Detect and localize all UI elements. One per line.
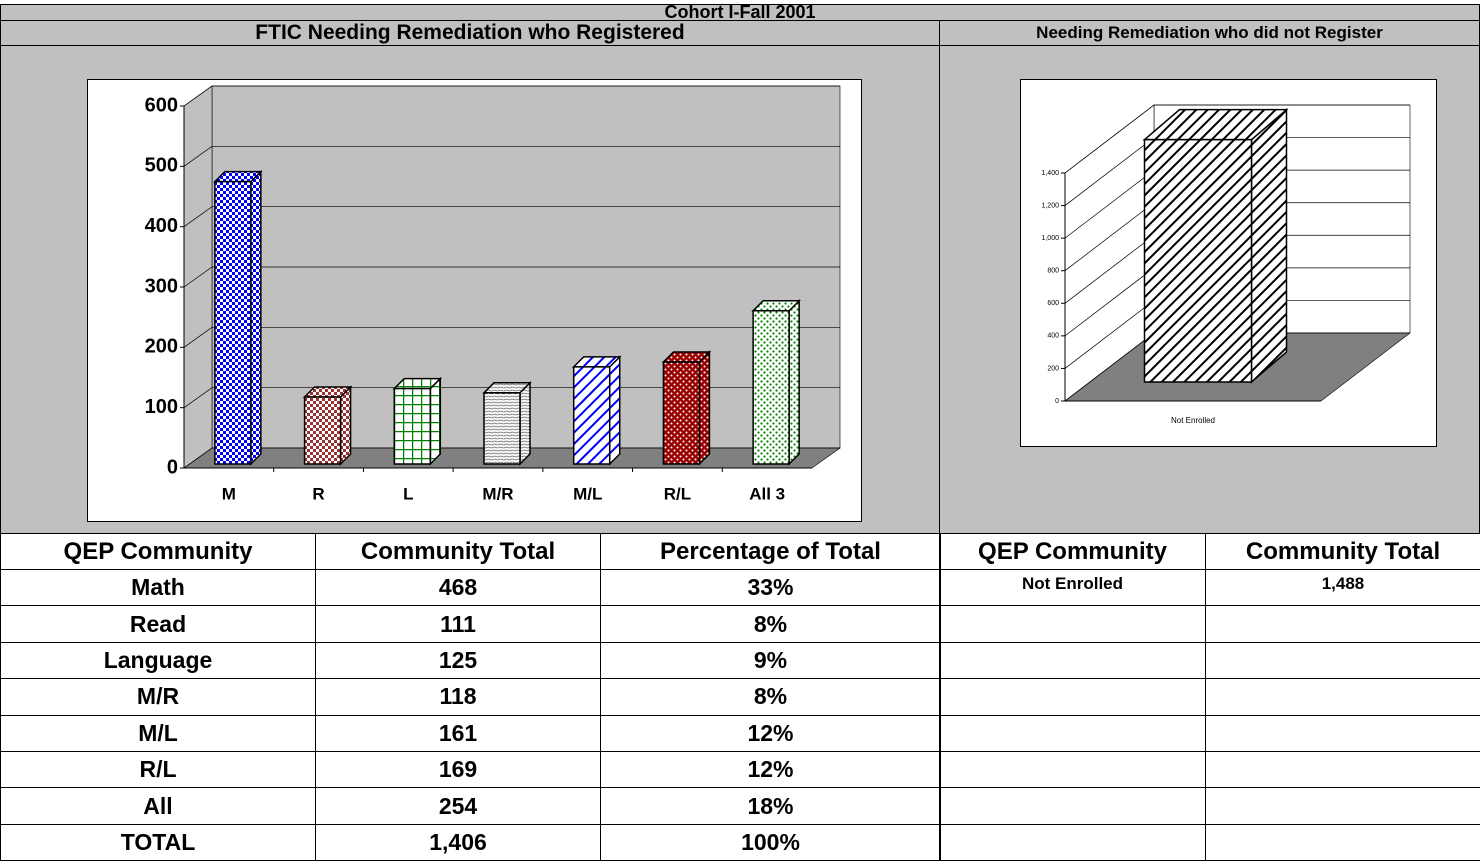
table-cell: QEP Community (939, 533, 1206, 570)
x-tick-label: M (222, 484, 236, 503)
y-tick-label: 0 (1055, 398, 1059, 405)
x-tick-label: L (403, 484, 413, 503)
right-heading: Needing Remediation who did not Register (939, 20, 1480, 46)
y-tick-label: 400 (145, 215, 178, 237)
empty-cell (1205, 678, 1480, 716)
y-tick-label: 600 (145, 94, 178, 116)
table-cell: 254 (315, 787, 601, 825)
table-cell: R/L (0, 751, 316, 789)
empty-cell (939, 678, 1206, 716)
bar-side (250, 169, 262, 466)
empty-cell (939, 823, 1206, 861)
x-tick-label: Not Enrolled (1171, 416, 1215, 425)
y-tick-label: 200 (1047, 365, 1059, 372)
title: Cohort I-Fall 2001 (0, 2, 1480, 22)
grid-line (1064, 104, 1410, 174)
left-heading: FTIC Needing Remediation who Registered (0, 20, 940, 46)
grid-line (183, 85, 840, 107)
chart: 0 200 400 600 800 1,000 1,200 1,400 Not Enrolled (1020, 79, 1437, 447)
table-cell: 8% (600, 678, 941, 716)
table-cell: Community Total (315, 533, 601, 570)
bar (483, 392, 521, 465)
table-cell: 9% (600, 641, 941, 680)
table-cell: Language (0, 641, 316, 680)
y-tick-label: 1,000 (1041, 235, 1059, 242)
bar-side (1250, 108, 1288, 384)
table-cell: 169 (315, 751, 601, 789)
table-cell: 8% (600, 605, 941, 643)
grid-line (183, 387, 840, 408)
table-cell: TOTAL (0, 823, 316, 861)
x-tick-label: R/L (664, 484, 691, 503)
bar-side (608, 355, 621, 466)
table-cell: Community Total (1205, 533, 1480, 570)
grid-line (183, 326, 840, 348)
y-tick-label: 500 (145, 155, 178, 177)
empty-cell (1205, 751, 1480, 789)
empty-cell (939, 605, 1206, 643)
table-cell: 1,488 (1205, 569, 1480, 607)
y-tick-label: 1,400 (1041, 170, 1059, 177)
table-cell: Read (0, 605, 316, 643)
table-cell: M/L (0, 714, 316, 752)
y-tick-label: 300 (145, 275, 178, 297)
table-cell: Math (0, 569, 316, 607)
empty-cell (939, 751, 1206, 789)
grid-line (183, 447, 840, 469)
empty-cell (939, 787, 1206, 825)
table-cell: 100% (600, 823, 941, 861)
table-cell: 161 (315, 714, 601, 752)
chart: 0 100 200 300 400 500 600 M R L M/R M/L R/L All 3 (87, 79, 862, 522)
table-cell: Not Enrolled (939, 569, 1206, 607)
grid-line (183, 145, 840, 167)
table-cell: 118 (315, 678, 601, 716)
bar-side (519, 380, 531, 466)
bar (393, 387, 432, 465)
empty-cell (939, 641, 1206, 680)
table-cell: 12% (600, 751, 941, 789)
table-cell: Percentage of Total (600, 533, 941, 570)
table-cell: QEP Community (0, 533, 316, 570)
bar-side (339, 385, 352, 466)
y-tick-label: 400 (1047, 333, 1059, 340)
y-tick-label: 800 (1047, 268, 1059, 275)
bar-side (429, 376, 442, 466)
grid-line (183, 266, 840, 288)
x-tick-label: M/L (573, 484, 602, 503)
y-tick-label: 0 (167, 456, 178, 478)
table-cell: 125 (315, 641, 601, 680)
bar (1143, 138, 1253, 383)
bar-side (788, 298, 800, 466)
table-cell: 18% (600, 787, 941, 825)
table-cell: 468 (315, 569, 601, 607)
empty-cell (1205, 787, 1480, 825)
table-cell: 12% (600, 714, 941, 752)
bar (662, 361, 701, 465)
y-tick-label: 200 (145, 336, 178, 358)
x-tick-label: All 3 (749, 484, 785, 503)
empty-cell (1205, 605, 1480, 643)
table-cell: M/R (0, 678, 316, 716)
bar (303, 396, 342, 465)
table-cell: 111 (315, 605, 601, 643)
grid-line (183, 206, 840, 227)
x-tick-label: M/R (482, 484, 513, 503)
empty-cell (1205, 641, 1480, 680)
y-tick-label: 600 (1047, 300, 1059, 307)
table-cell: 1,406 (315, 823, 601, 861)
y-tick-label: 100 (145, 396, 178, 418)
empty-cell (939, 714, 1206, 752)
x-tick-label: R (312, 484, 324, 503)
empty-cell (1205, 714, 1480, 752)
y-tick-label: 1,200 (1041, 202, 1059, 209)
empty-cell (1205, 823, 1480, 861)
table-cell: 33% (600, 569, 941, 607)
bar (752, 310, 790, 465)
bar (572, 366, 611, 465)
bar (214, 180, 252, 465)
table-cell: All (0, 787, 316, 825)
bar-side (698, 350, 711, 466)
